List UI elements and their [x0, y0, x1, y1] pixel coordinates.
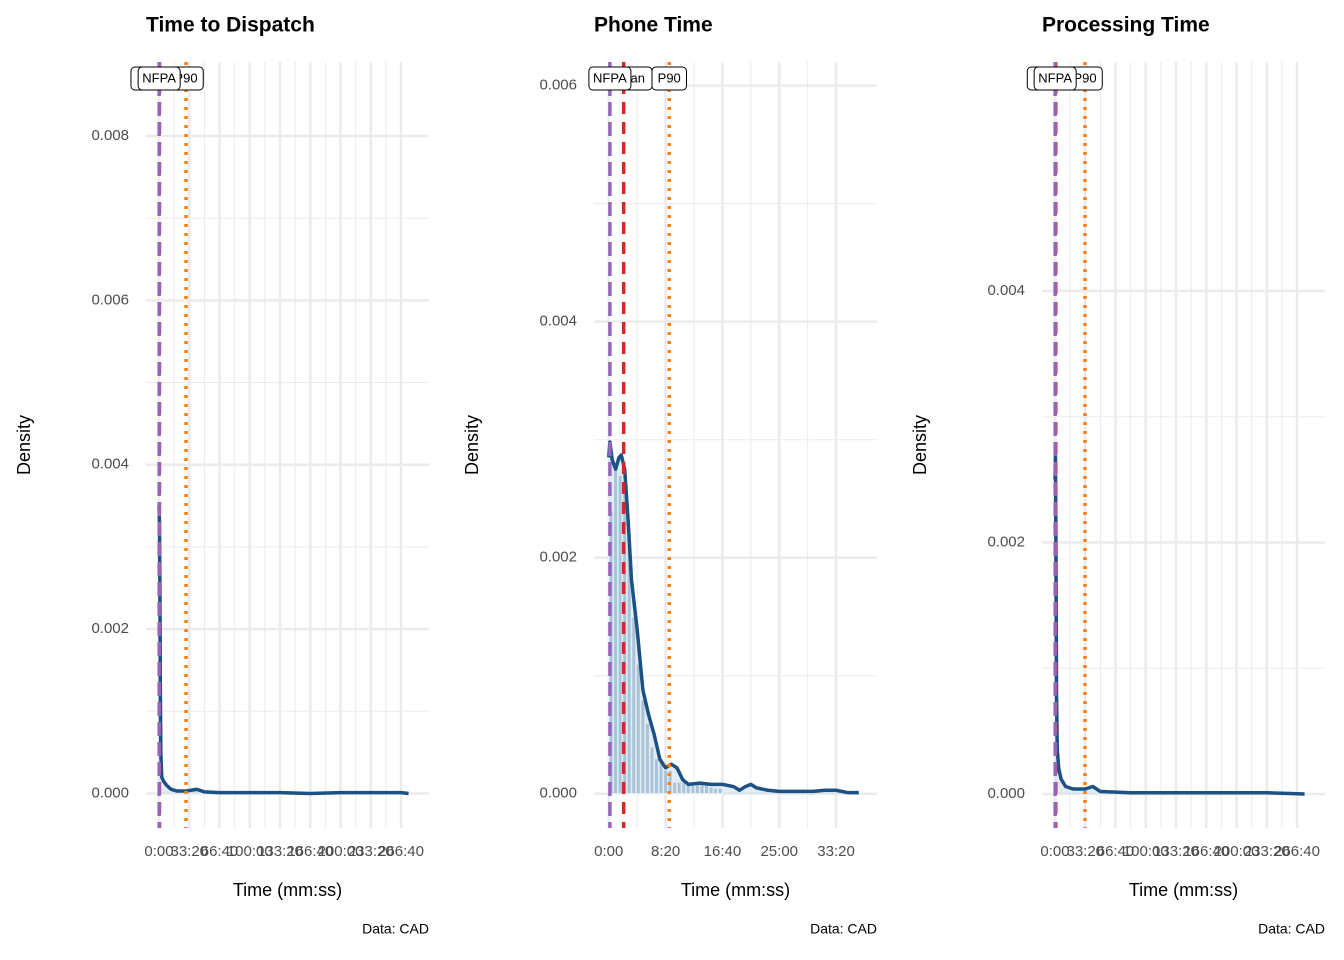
y-tick-label: 0.004	[987, 282, 1025, 299]
reference-label: NFPA	[593, 70, 627, 85]
x-tick-label: 0:00	[144, 843, 173, 860]
reference-label: NFPA	[1038, 70, 1072, 85]
x-tick-label: 33:20	[1066, 843, 1104, 860]
caption: Data: CAD	[362, 921, 429, 937]
chart-title: Phone Time	[594, 14, 713, 37]
x-tick-label: 25:00	[760, 843, 798, 860]
x-axis-label: Time (mm:ss)	[681, 880, 790, 900]
caption: Data: CAD	[1258, 921, 1325, 937]
x-tick-label: 200:00	[1214, 843, 1260, 860]
y-tick-label: 0.008	[91, 127, 129, 144]
caption: Data: CAD	[810, 921, 877, 937]
panel: Time to Dispatch Density Time (mm:ss) Data:…	[14, 14, 429, 937]
y-axis-label: Density	[14, 415, 34, 475]
y-tick-label: 0.004	[539, 313, 577, 330]
x-tick-label: 33:20	[170, 843, 208, 860]
x-tick-label: 0:00	[594, 843, 623, 860]
x-tick-label: 233:20	[1244, 843, 1290, 860]
reference-label: P90	[1073, 70, 1096, 85]
y-tick-label: 0.006	[539, 77, 577, 94]
y-tick-label: 0.002	[539, 549, 577, 566]
x-tick-label: 200:00	[318, 843, 364, 860]
y-tick-label: 0.004	[91, 456, 129, 473]
reference-label: P90	[658, 70, 681, 85]
chart-title: Processing Time	[1042, 14, 1210, 37]
y-axis-label: Density	[462, 415, 482, 475]
panel: Processing Time Density Time (mm:ss) Data: …	[910, 14, 1325, 937]
x-tick-label: 66:40	[1097, 843, 1135, 860]
reference-label-box	[651, 66, 687, 91]
reference-label-box	[1033, 66, 1077, 91]
x-axis-label: Time (mm:ss)	[1129, 880, 1238, 900]
y-tick-label: 0.002	[987, 533, 1025, 550]
y-tick-label: 0.006	[91, 291, 129, 308]
x-tick-label: 33:20	[817, 843, 855, 860]
density-area	[608, 442, 859, 794]
reference-label-box	[588, 66, 632, 91]
x-tick-label: 233:20	[348, 843, 394, 860]
x-tick-label: 266:40	[378, 843, 424, 860]
x-tick-label: 100:00	[227, 843, 273, 860]
x-tick-label: 166:40	[1183, 843, 1229, 860]
x-tick-label: 133:20	[1153, 843, 1199, 860]
y-tick-label: 0.002	[91, 620, 129, 637]
x-tick-label: 16:40	[704, 843, 742, 860]
y-tick-label: 0.000	[539, 785, 577, 802]
y-axis-label: Density	[910, 415, 930, 475]
panel: Phone Time Density Time (mm:ss) Data: CAD 0.…	[462, 14, 877, 937]
y-tick-label: 0.000	[91, 784, 129, 801]
x-tick-label: 66:40	[201, 843, 239, 860]
x-tick-label: 133:20	[257, 843, 303, 860]
x-tick-label: 266:40	[1274, 843, 1320, 860]
x-tick-label: 100:00	[1123, 843, 1169, 860]
x-tick-label: 0:00	[1040, 843, 1069, 860]
x-axis-label: Time (mm:ss)	[233, 880, 342, 900]
y-tick-label: 0.000	[987, 785, 1025, 802]
reference-label-box	[137, 66, 181, 91]
x-tick-label: 166:40	[287, 843, 333, 860]
x-tick-label: 8:20	[651, 843, 680, 860]
chart-title: Time to Dispatch	[146, 14, 315, 37]
reference-label: NFPA	[142, 70, 176, 85]
